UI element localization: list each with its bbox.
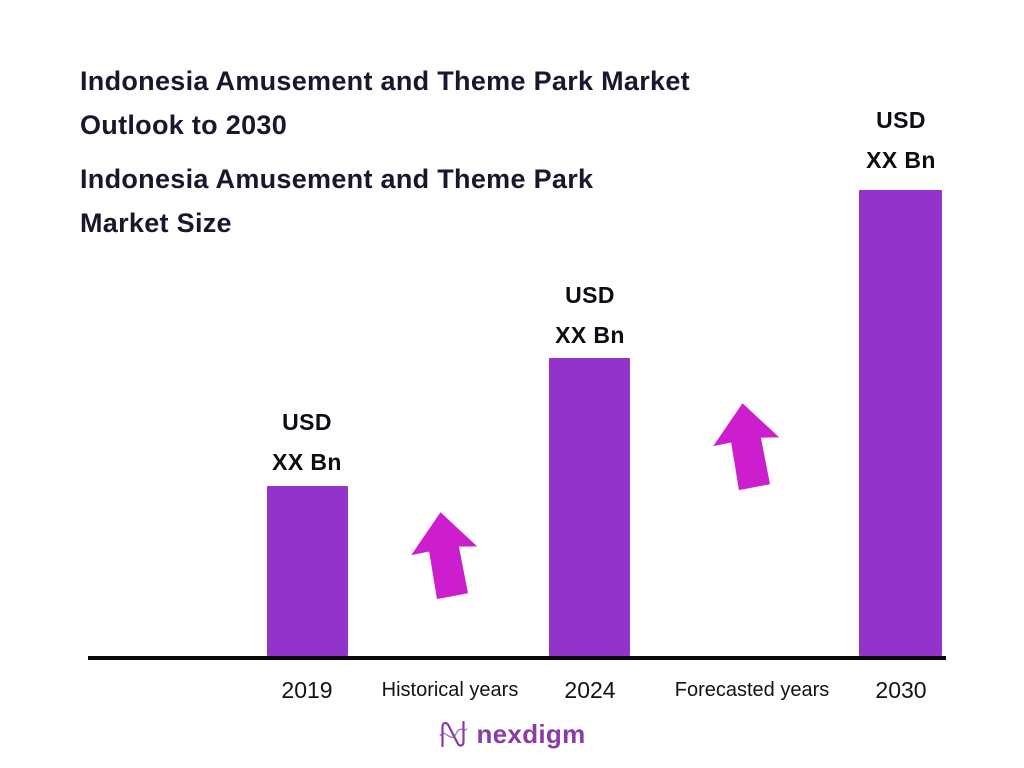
nexdigm-logo-text: nexdigm [476, 718, 586, 749]
nexdigm-logo-icon [438, 718, 468, 750]
bar-2024 [549, 358, 630, 656]
page-title-line-2: Outlook to 2030 [80, 110, 288, 140]
bar-2030-value-line-1: USD [876, 107, 926, 133]
bar-2024-value-line-2: XX Bn [555, 322, 625, 348]
bar-2030-value-line-2: XX Bn [866, 147, 936, 173]
bar-2024-value-line-1: USD [565, 282, 615, 308]
bar-2019-value-line-2: XX Bn [272, 449, 342, 475]
bar-2024-value-label: USD XX Bn [500, 275, 680, 355]
x-axis-label-forecasted-years: Forecasted years [674, 679, 830, 701]
growth-arrow-icon [708, 400, 787, 493]
x-axis-line [88, 656, 946, 660]
growth-arrow-icon [406, 509, 485, 602]
x-axis-label-historical-years: Historical years [381, 679, 519, 701]
x-axis-label-2030: 2030 [875, 677, 927, 703]
bar-2019-value-label: USD XX Bn [217, 402, 397, 482]
bar-2019 [267, 486, 348, 656]
x-axis-label-2024: 2024 [564, 677, 616, 703]
chart-subtitle-line-1: Indonesia Amusement and Theme Park [80, 164, 594, 194]
page-title-line-1: Indonesia Amusement and Theme Park Marke… [80, 66, 690, 96]
x-axis-label-2019: 2019 [281, 677, 333, 703]
bar-2019-value-line-1: USD [282, 409, 332, 435]
bar-2030 [859, 190, 942, 656]
chart-subtitle-line-2: Market Size [80, 208, 232, 238]
bar-2030-value-label: USD XX Bn [811, 100, 991, 180]
nexdigm-logo: nexdigm [438, 718, 585, 750]
